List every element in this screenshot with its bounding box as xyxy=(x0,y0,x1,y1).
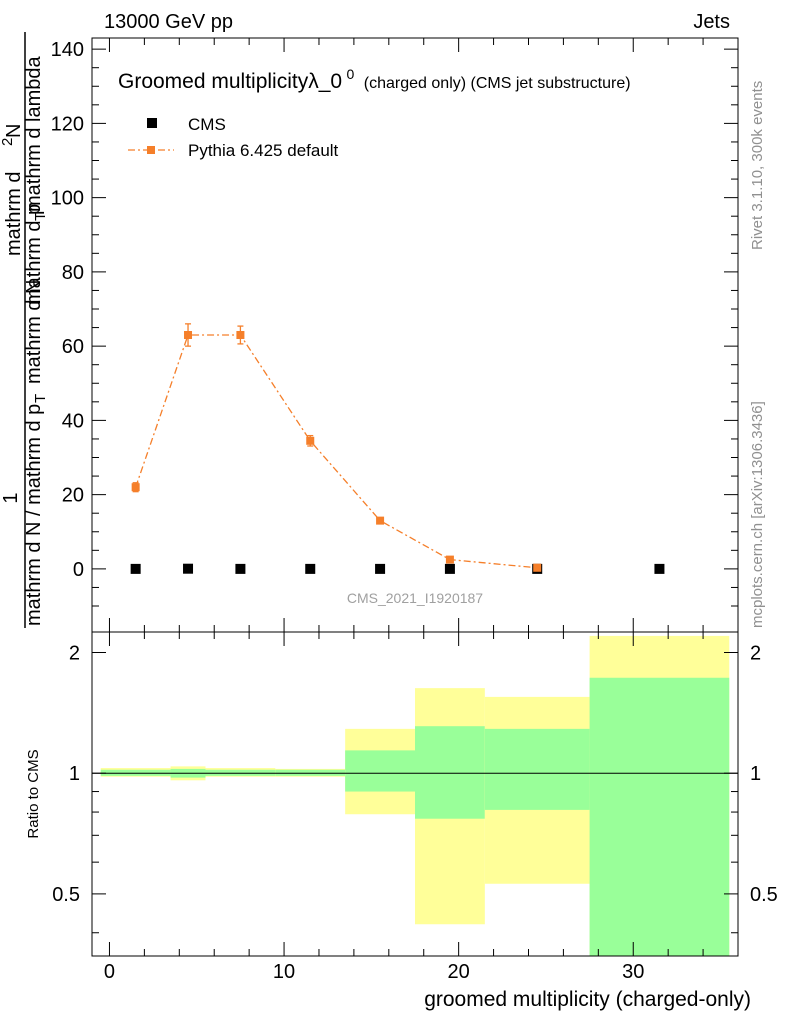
x-tick-label: 30 xyxy=(622,961,644,983)
header-left: 13000 GeV pp xyxy=(104,11,233,33)
cms-point xyxy=(130,563,141,574)
cms-point xyxy=(444,563,455,574)
ylabel-numerator-subscript: T xyxy=(32,212,49,221)
main-y-tick-label: 0 xyxy=(73,559,84,581)
legend-pythia-label: Pythia 6.425 default xyxy=(188,141,339,160)
rivet-version-label: Rivet 3.1.10, 300k events xyxy=(749,81,766,250)
legend-cms-label: CMS xyxy=(188,115,226,134)
main-x-ticks xyxy=(108,38,739,632)
ylabel-numerator-dp: mathrm d p xyxy=(23,204,45,305)
ylabel-top-superscript: 2 xyxy=(0,138,16,146)
ratio-y-tick-label: 0.5 xyxy=(52,884,80,906)
cms-point xyxy=(183,563,194,574)
ratio-y-ticks: 0.5 0.5 1 1 2 2 xyxy=(52,643,778,934)
legend-cms-marker xyxy=(147,118,157,128)
ylabel-denominator-subscript: T xyxy=(32,394,49,403)
ratio-y-tick-label-right: 2 xyxy=(750,643,761,665)
x-tick-label: 20 xyxy=(448,961,470,983)
ratio-y-axis-label: Ratio to CMS xyxy=(25,749,42,838)
cms-point xyxy=(305,563,316,574)
mcplots-label: mcplots.cern.ch [arXiv:1306.3436] xyxy=(749,401,766,628)
main-panel: 0 20 40 60 80 100 120 140 Groomed multiplicityλ… xyxy=(51,37,739,633)
ylabel-numerator-dlambda: mathrm d lambda xyxy=(23,56,45,212)
ratio-y-tick-label: 1 xyxy=(69,763,80,785)
ratio-panel: 0.5 0.5 1 1 2 2 0 10 20 30 Ratio to CMS groomed … xyxy=(25,631,778,1011)
cms-point xyxy=(654,563,665,574)
main-y-tick-label: 100 xyxy=(51,188,84,210)
analysis-watermark: CMS_2021_I1920187 xyxy=(347,590,483,606)
ylabel-top-d: mathrm d xyxy=(3,172,25,256)
plot-title-superscript: 0 xyxy=(347,66,355,82)
legend: CMS Pythia 6.425 default xyxy=(128,115,339,160)
ratio-y-tick-label: 2 xyxy=(69,643,80,665)
plot-title: Groomed multiplicityλ_0 0 (charged only)… xyxy=(118,66,631,93)
ylabel-numerator-dn: mathrm d N xyxy=(23,280,45,384)
main-y-tick-label: 20 xyxy=(62,485,84,507)
legend-pythia-marker xyxy=(147,146,155,154)
cms-series xyxy=(130,563,665,574)
main-y-tick-label: 40 xyxy=(62,410,84,432)
main-y-tick-label: 60 xyxy=(62,336,84,358)
ratio-band-inner xyxy=(484,728,590,810)
ratio-band-inner xyxy=(345,750,415,792)
cms-point xyxy=(375,563,386,574)
main-y-tick-label: 80 xyxy=(62,262,84,284)
x-tick-label: 0 xyxy=(104,961,115,983)
ratio-y-tick-label-right: 1 xyxy=(750,763,761,785)
plot-title-main: Groomed multiplicityλ_0 xyxy=(118,70,342,93)
ratio-plot-frame xyxy=(91,631,739,957)
header-right: Jets xyxy=(693,11,730,33)
ylabel-top-n: N xyxy=(3,124,25,138)
x-axis-label: groomed multiplicity (charged-only) xyxy=(424,988,751,1011)
ratio-x-ticks: 0 10 20 30 xyxy=(104,632,739,983)
plot-title-suffix: (charged only) (CMS jet substructure) xyxy=(364,75,631,92)
ratio-y-tick-label-right: 0.5 xyxy=(750,884,778,906)
pythia-series xyxy=(131,323,542,572)
ratio-band-inner xyxy=(415,726,485,819)
pythia-point xyxy=(184,331,193,339)
pythia-point xyxy=(131,483,140,492)
pythia-point xyxy=(306,436,315,445)
ylabel-denominator: mathrm d N / mathrm d p xyxy=(23,404,45,626)
pythia-point xyxy=(236,331,245,339)
cms-point xyxy=(235,563,246,574)
ratio-bands xyxy=(100,635,730,956)
pythia-line xyxy=(135,334,538,569)
main-y-tick-label: 120 xyxy=(51,113,84,135)
main-y-axis-label: 1 mathrm d N / mathrm d p T mathrm d N m… xyxy=(0,32,49,628)
pythia-point xyxy=(376,516,385,525)
main-y-ticks: 0 20 40 60 80 100 120 140 xyxy=(51,39,738,607)
ylabel-numerator-one: 1 xyxy=(0,492,22,503)
ratio-band-inner xyxy=(589,677,730,956)
pythia-point xyxy=(445,555,454,564)
main-y-tick-label: 140 xyxy=(51,39,84,61)
x-tick-label: 10 xyxy=(273,961,295,983)
pythia-point-overlay xyxy=(533,563,542,572)
